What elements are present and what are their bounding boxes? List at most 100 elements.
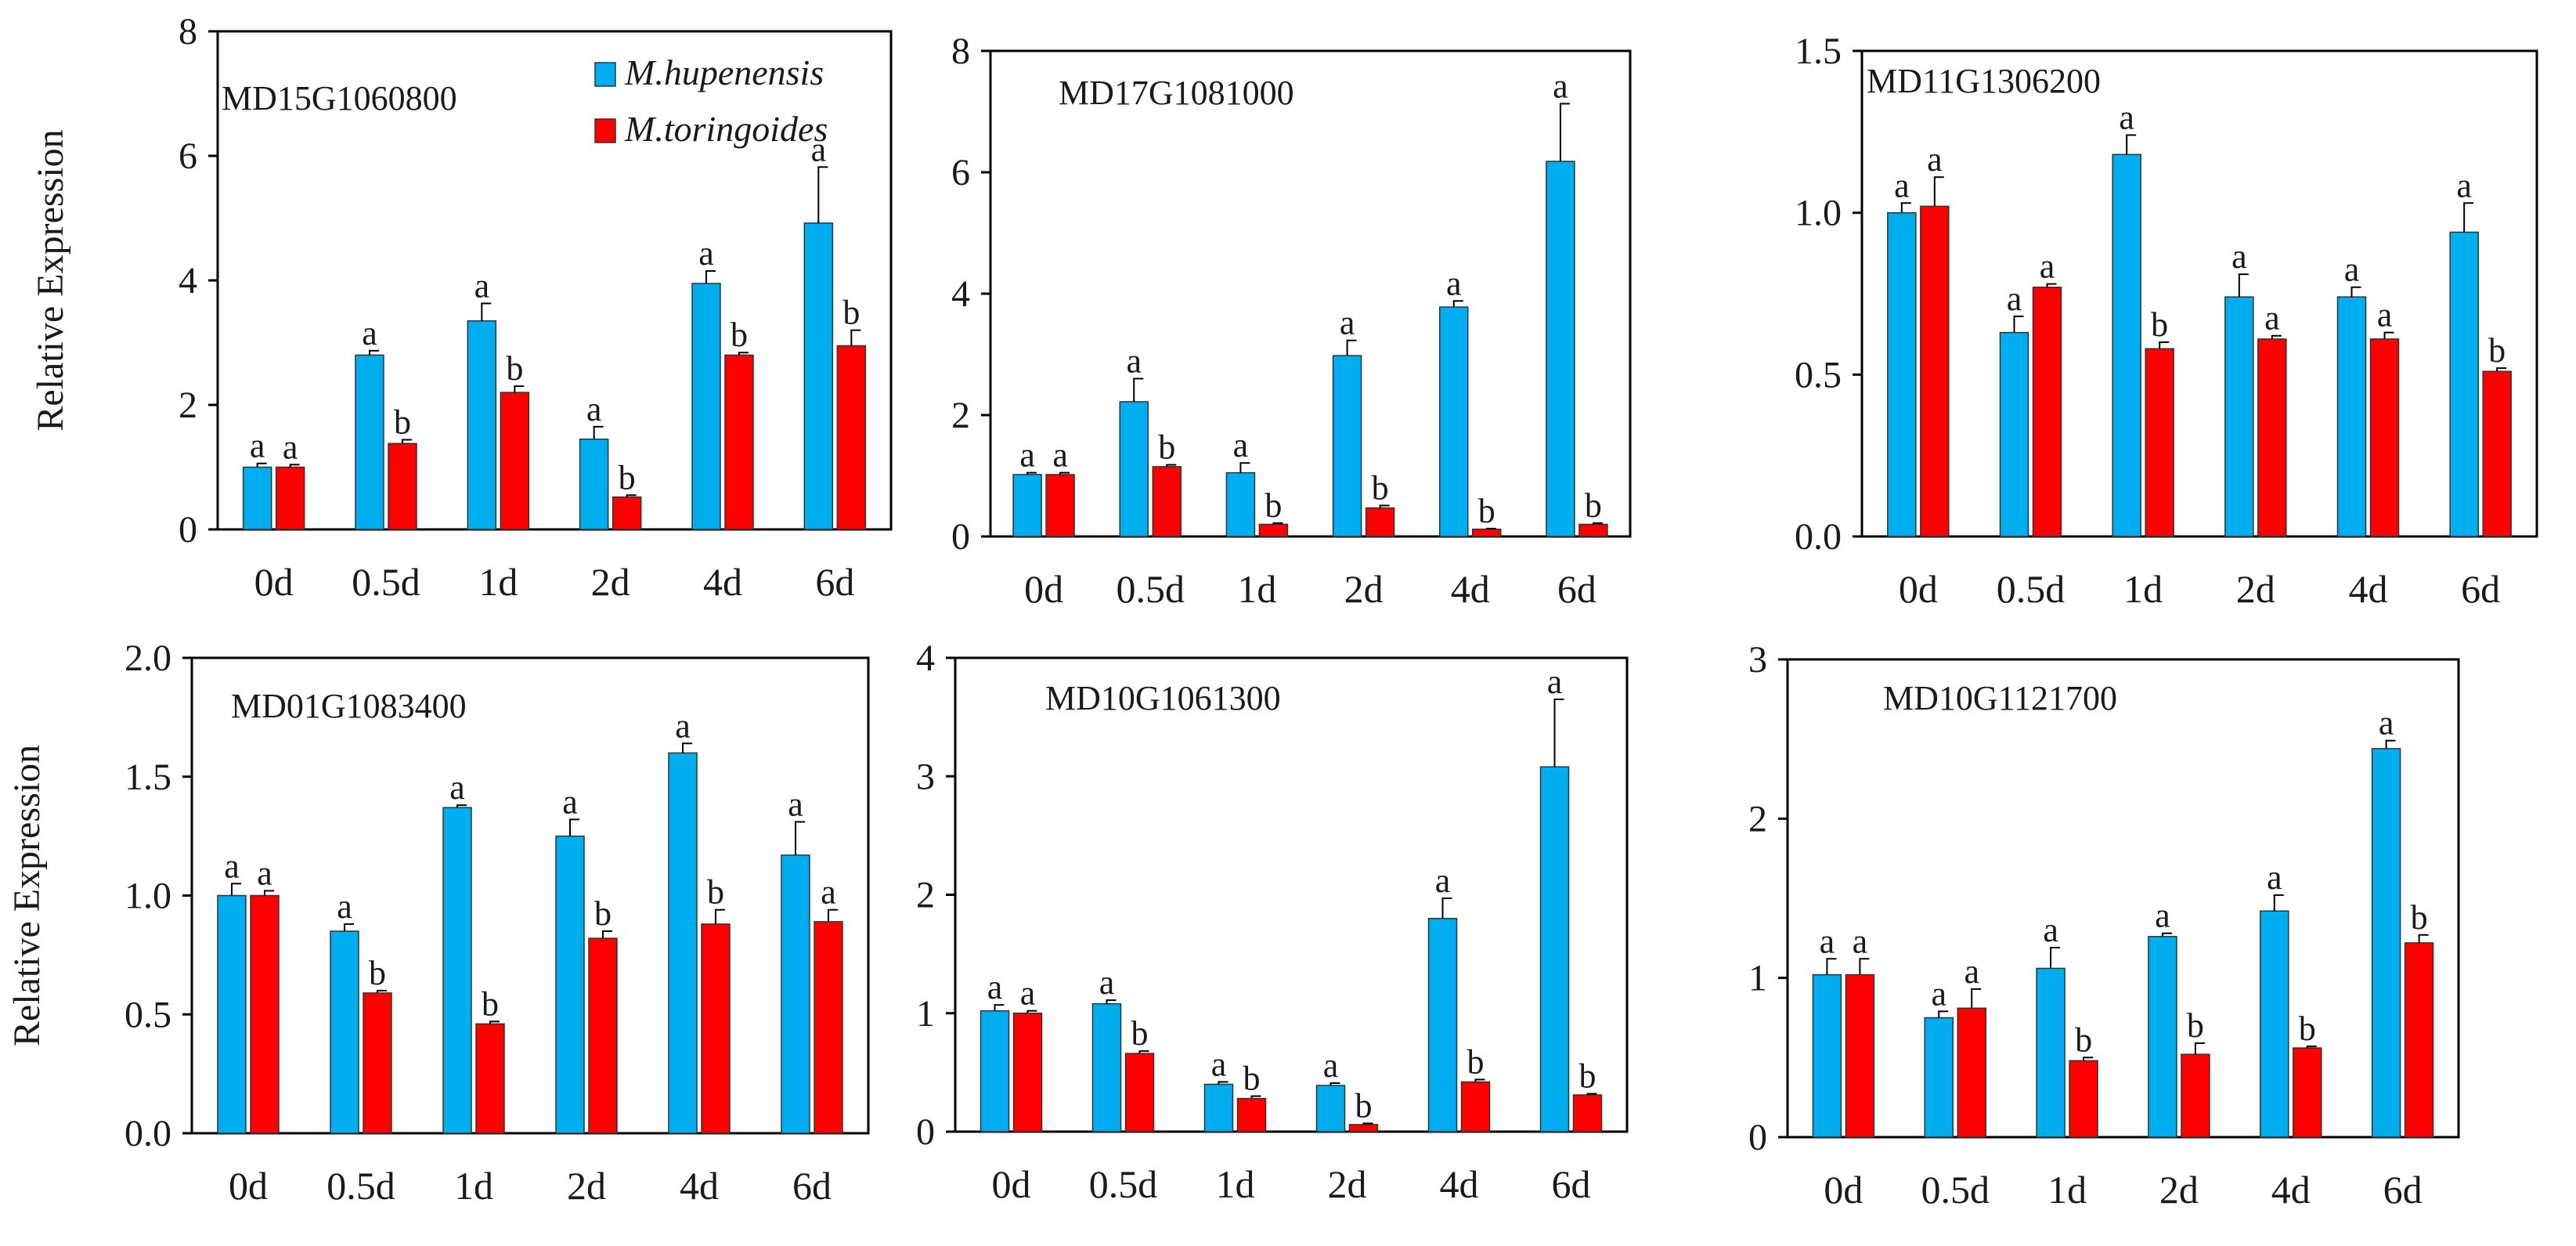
- significance-letter: a: [1547, 663, 1563, 701]
- x-category-label: 0.5d: [1117, 567, 1185, 611]
- significance-letter: a: [2119, 98, 2134, 136]
- gene-name: MD11G1306200: [1867, 62, 2101, 100]
- x-category-label: 6d: [2461, 567, 2500, 611]
- panel-md01g1083400: 0.0 0.5 1.0 1.5 2.0 MD01G1083400 Relative Expr…: [6, 637, 870, 1208]
- plot-frame: [989, 49, 1632, 538]
- plot-frame: [1786, 658, 2460, 1139]
- x-category-label: 2d: [1344, 567, 1384, 611]
- bar-hupenensis-0.5d: [1119, 401, 1149, 537]
- significance-letter: b: [594, 894, 612, 933]
- x-category-label: 1d: [478, 560, 518, 604]
- significance-letter: b: [1372, 468, 1389, 507]
- legend-label-hupenensis: M.hupenensis: [624, 52, 824, 92]
- significance-letter: b: [2488, 331, 2506, 370]
- bar-hupenensis-6d: [803, 222, 834, 530]
- bar-hupenensis-2d: [2224, 296, 2254, 537]
- significance-letter: a: [1927, 140, 1943, 179]
- y-tick-label: 1.5: [1795, 31, 1842, 72]
- x-category-label: 4d: [680, 1164, 719, 1208]
- significance-letter: a: [675, 706, 691, 745]
- significance-letter: a: [1931, 974, 1946, 1013]
- x-category-label: 1d: [1216, 1162, 1255, 1206]
- significance-letter: b: [731, 316, 748, 354]
- significance-letter: a: [586, 390, 602, 428]
- bar-hupenensis-0.5d: [330, 930, 359, 1134]
- bar-hupenensis-2d: [1332, 355, 1362, 537]
- significance-letter: a: [1233, 426, 1249, 464]
- x-category-label: 0.5d: [1921, 1168, 1990, 1212]
- bar-toringoides-0d: [250, 894, 280, 1134]
- bar-toringoides-2d: [588, 937, 618, 1134]
- x-category-label: 0.5d: [1089, 1162, 1158, 1206]
- significance-letter: b: [1243, 1060, 1261, 1098]
- x-category-label: 4d: [2271, 1168, 2311, 1212]
- bar-hupenensis-0d: [980, 1009, 1010, 1132]
- significance-letter: b: [842, 294, 860, 332]
- x-category-label: 4d: [1440, 1162, 1479, 1206]
- legend-swatch-hupenensis: [594, 62, 616, 87]
- significance-letter: a: [283, 428, 298, 466]
- bar-hupenensis-2d: [579, 438, 609, 530]
- significance-letter: a: [337, 887, 352, 926]
- bar-toringoides-6d: [2482, 370, 2512, 537]
- x-category-label: 2d: [591, 560, 630, 604]
- bar-toringoides-6d: [1578, 523, 1608, 537]
- x-category-label: 1d: [454, 1164, 493, 1208]
- bar-hupenensis-1d: [442, 807, 472, 1134]
- bar-toringoides-4d: [2293, 1047, 2322, 1138]
- bar-hupenensis-0d: [1887, 211, 1917, 537]
- x-category-label: 0d: [254, 560, 294, 604]
- bar-toringoides-4d: [1472, 528, 1502, 537]
- y-tick-label: 1: [1748, 958, 1767, 999]
- significance-letter: a: [1323, 1046, 1339, 1085]
- x-category-label: 1d: [1237, 567, 1276, 611]
- significance-letter: b: [1478, 492, 1495, 530]
- significance-letter: b: [506, 349, 523, 388]
- x-category-label: 0d: [229, 1164, 268, 1208]
- significance-letter: a: [2344, 251, 2360, 289]
- bar-toringoides-0.5d: [388, 442, 417, 530]
- y-tick-label: 8: [951, 31, 970, 72]
- significance-letter: a: [1435, 861, 1451, 900]
- significance-letter: a: [821, 873, 836, 912]
- bar-toringoides-4d: [1460, 1081, 1491, 1132]
- x-category-label: 2d: [1328, 1162, 1367, 1206]
- x-category-label: 1d: [2123, 567, 2163, 611]
- plot-frame: [1860, 49, 2538, 538]
- significance-letter: b: [2299, 1009, 2316, 1048]
- bar-toringoides-2d: [612, 496, 642, 530]
- bar-hupenensis-0d: [1812, 973, 1842, 1138]
- bar-hupenensis-1d: [2112, 153, 2141, 537]
- significance-letter: a: [2264, 299, 2280, 338]
- bar-toringoides-6d: [814, 921, 843, 1134]
- significance-letter: a: [2267, 858, 2282, 897]
- gene-name: MD15G1060800: [222, 79, 457, 117]
- x-category-label: 0d: [1899, 567, 1938, 611]
- bar-toringoides-0d: [1920, 205, 1950, 537]
- bar-hupenensis-0d: [217, 894, 247, 1134]
- bar-toringoides-2d: [1365, 507, 1395, 537]
- significance-letter: a: [562, 782, 578, 821]
- gene-name: MD10G1061300: [1045, 679, 1281, 717]
- significance-letter: a: [788, 785, 803, 823]
- bar-hupenensis-0d: [242, 466, 272, 530]
- x-category-label: 0.5d: [1997, 567, 2065, 611]
- bar-hupenensis-2d: [2148, 936, 2177, 1138]
- y-axis-label: Relative Expression: [6, 745, 48, 1046]
- panel-md11g1306200: 0.00.51.01.5MD11G13062000daa0.5daa1dab2d…: [1795, 31, 2538, 611]
- x-category-label: 4d: [2349, 567, 2388, 611]
- x-category-label: 2d: [2159, 1168, 2199, 1212]
- significance-letter: b: [2151, 305, 2168, 344]
- bar-hupenensis-1d: [1225, 471, 1256, 537]
- bar-toringoides-1d: [500, 392, 530, 530]
- significance-letter: a: [2379, 704, 2394, 742]
- bar-toringoides-1d: [1236, 1097, 1267, 1132]
- bar-toringoides-4d: [2369, 338, 2400, 537]
- significance-letter: b: [394, 403, 411, 442]
- y-tick-label: 6: [951, 152, 970, 193]
- y-tick-label: 3: [1748, 639, 1767, 681]
- significance-letter: a: [449, 768, 465, 807]
- legend-label-toringoides: M.toringoides: [624, 109, 828, 149]
- legend-swatch-toringoides: [594, 118, 616, 143]
